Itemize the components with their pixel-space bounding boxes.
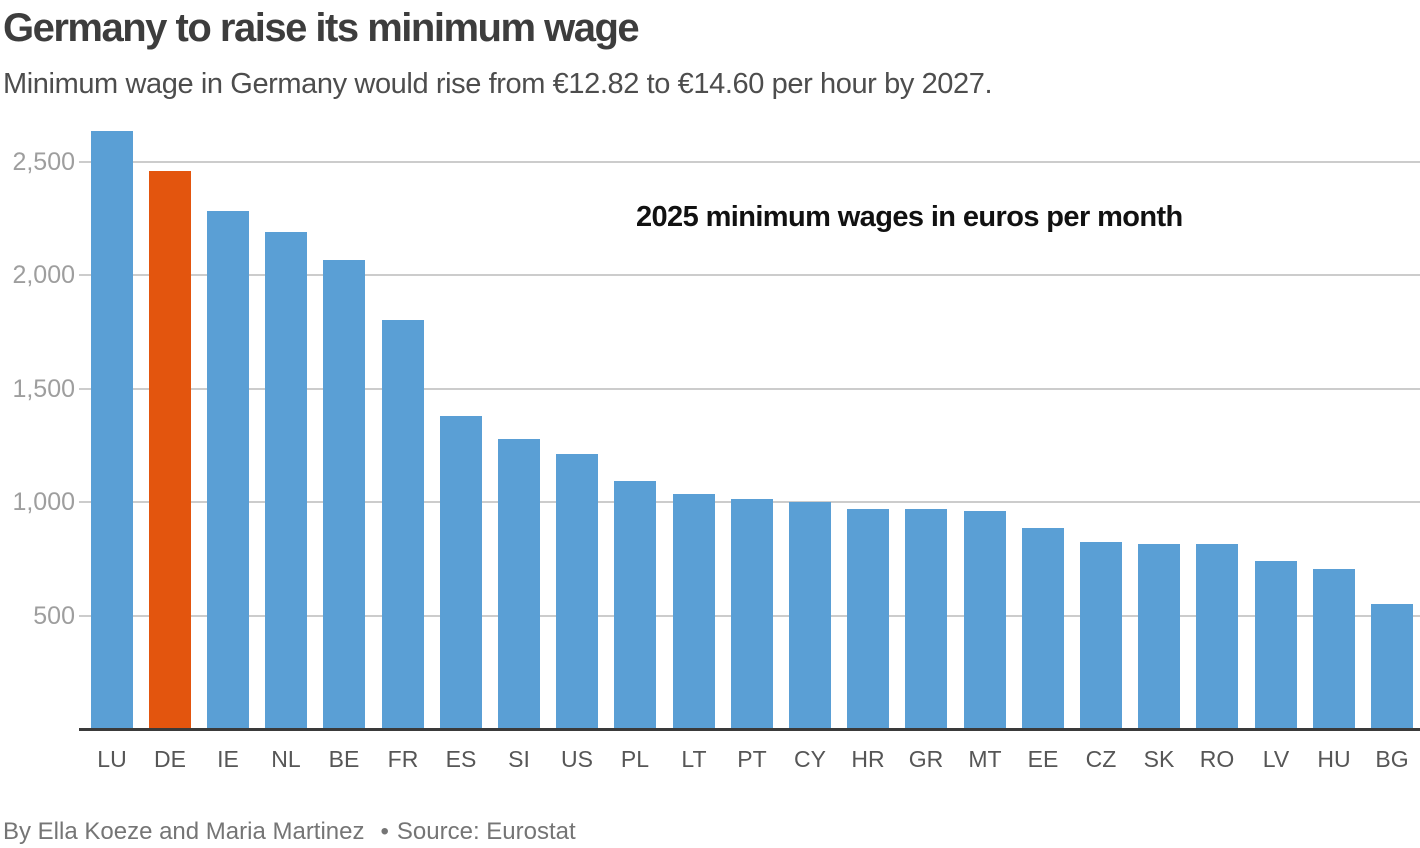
bar-US — [556, 454, 598, 729]
bar-SK — [1138, 544, 1180, 729]
x-axis-label-CZ: CZ — [1085, 746, 1117, 772]
chart-annotation: 2025 minimum wages in euros per month — [636, 201, 1183, 233]
x-axis-label-NL: NL — [271, 746, 301, 772]
page-subtitle: Minimum wage in Germany would rise from … — [3, 68, 993, 100]
footer-byline: By Ella Koeze and Maria Martinez — [3, 818, 365, 845]
footer-source: Source: Eurostat — [396, 818, 576, 845]
bar-CY — [789, 502, 831, 729]
y-tick-label-2500: 2,500 — [12, 148, 75, 176]
bar-RO — [1196, 544, 1238, 729]
bar-CZ — [1080, 542, 1122, 729]
x-axis-label-DE: DE — [154, 746, 186, 772]
y-gridline-2500 — [79, 161, 1420, 163]
x-axis-label-LT: LT — [681, 746, 707, 772]
page-title: Germany to raise its minimum wage — [3, 6, 640, 50]
bar-LV — [1255, 561, 1297, 729]
x-axis-label-US: US — [561, 746, 593, 772]
x-axis-label-SK: SK — [1143, 746, 1175, 772]
bar-PL — [614, 481, 656, 729]
footer-separator: • — [380, 818, 389, 845]
y-gridline-2000 — [79, 274, 1420, 276]
bar-GR — [905, 509, 947, 729]
x-axis-label-EE: EE — [1027, 746, 1059, 772]
x-axis-label-PL: PL — [620, 746, 650, 772]
x-axis-label-RO: RO — [1199, 746, 1235, 772]
bar-LU — [91, 131, 133, 729]
y-tick-label-1000: 1,000 — [12, 488, 75, 516]
bar-BG — [1371, 604, 1413, 729]
x-axis-label-LU: LU — [97, 746, 127, 772]
y-tick-label-500: 500 — [33, 602, 75, 630]
bar-HR — [847, 509, 889, 729]
x-axis-label-GR: GR — [908, 746, 944, 772]
y-gridline-1500 — [79, 388, 1420, 390]
x-axis-label-BG: BG — [1375, 746, 1409, 772]
bar-EE — [1022, 528, 1064, 729]
x-axis-label-FR: FR — [387, 746, 419, 772]
y-tick-label-2000: 2,000 — [12, 261, 75, 289]
bar-ES — [440, 416, 482, 729]
bar-DE — [149, 171, 191, 729]
bar-NL — [265, 232, 307, 729]
x-axis-label-HR: HR — [851, 746, 885, 772]
bar-MT — [964, 511, 1006, 729]
x-axis-baseline — [79, 728, 1420, 731]
bar-SI — [498, 439, 540, 729]
bar-FR — [382, 320, 424, 729]
x-axis-label-HU: HU — [1317, 746, 1351, 772]
x-axis-label-CY: CY — [794, 746, 826, 772]
bar-PT — [731, 499, 773, 729]
x-axis-label-SI: SI — [508, 746, 530, 772]
x-axis-label-PT: PT — [737, 746, 767, 772]
bar-IE — [207, 211, 249, 729]
x-axis-label-ES: ES — [445, 746, 477, 772]
bar-HU — [1313, 569, 1355, 729]
y-tick-label-1500: 1,500 — [12, 375, 75, 403]
x-axis-label-LV: LV — [1262, 746, 1290, 772]
bar-LT — [673, 494, 715, 729]
x-axis-label-IE: IE — [217, 746, 239, 772]
x-axis-label-MT: MT — [968, 746, 1002, 772]
bar-BE — [323, 260, 365, 729]
footer: By Ella Koeze and Maria Martinez • Source:… — [3, 818, 576, 846]
x-axis-label-BE: BE — [328, 746, 360, 772]
